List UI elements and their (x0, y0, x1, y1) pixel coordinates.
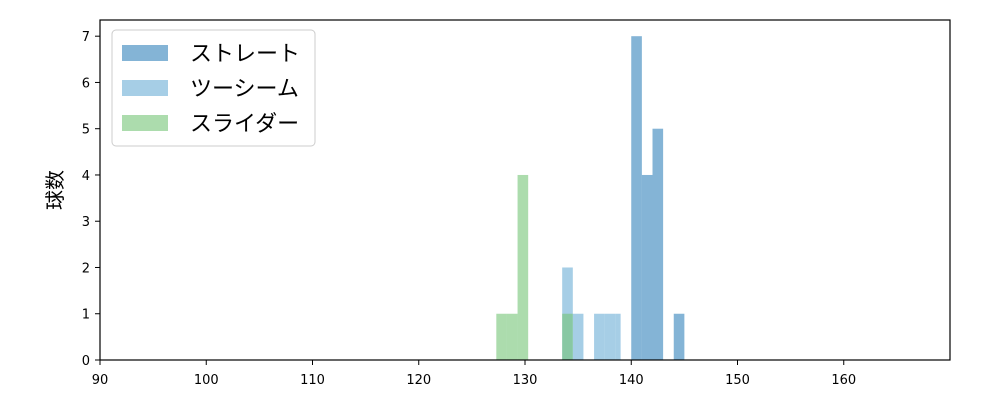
x-tick-label: 120 (406, 373, 431, 388)
bar-1-4 (673, 313, 685, 360)
y-tick-label: 6 (82, 76, 90, 91)
y-tick-label: 0 (82, 354, 90, 369)
y-tick-label: 7 (82, 30, 90, 45)
bar-1-3 (652, 128, 664, 360)
bar-3-3 (517, 174, 529, 360)
legend-label: ストレート (190, 42, 300, 67)
legend-swatch (122, 80, 168, 96)
bar-3-2 (506, 313, 518, 360)
legend-label: スライダー (190, 112, 299, 137)
bar-1-2 (641, 174, 653, 360)
bar-2-5 (615, 313, 621, 360)
legend-label: ツーシーム (190, 77, 299, 102)
legend-swatch (122, 115, 168, 131)
bar-1-1 (631, 36, 642, 360)
x-tick-label: 110 (300, 373, 325, 388)
y-tick-label: 3 (82, 215, 90, 230)
bar-3-4 (562, 313, 573, 360)
bar-2-2 (572, 313, 584, 360)
x-tick-label: 130 (513, 373, 538, 388)
y-tick-label: 5 (82, 123, 90, 138)
y-axis: 0 1 2 3 4 5 6 7 (82, 30, 100, 369)
y-tick-label: 4 (82, 169, 90, 184)
x-tick-label: 90 (92, 373, 109, 388)
legend-swatch (122, 45, 168, 61)
y-tick-label: 2 (82, 261, 90, 276)
bars-group (496, 36, 685, 360)
x-tick-label: 140 (619, 373, 644, 388)
bar-2-4 (604, 313, 616, 360)
y-axis-label: 球数 (43, 170, 67, 210)
y-tick-label: 1 (82, 308, 90, 323)
x-tick-label: 150 (725, 373, 750, 388)
x-axis: 90 100 110 120 130 140 150 160 (92, 360, 856, 388)
x-tick-label: 100 (194, 373, 219, 388)
bar-3-1 (496, 313, 507, 360)
bar-2-3 (594, 313, 605, 360)
x-tick-label: 160 (831, 373, 856, 388)
